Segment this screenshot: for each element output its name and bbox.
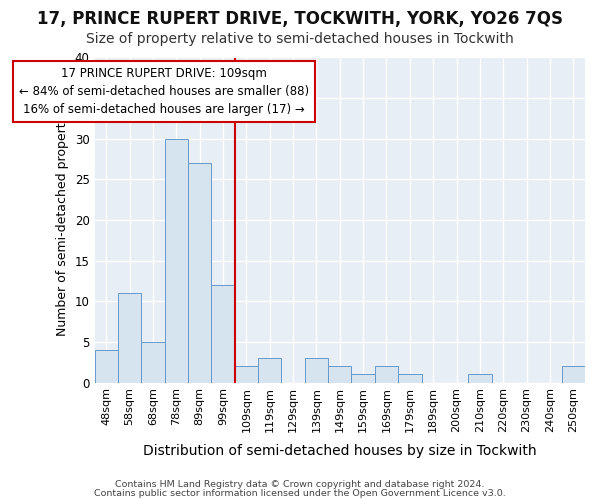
Bar [398, 374, 422, 382]
Bar [468, 374, 491, 382]
Bar [164, 139, 188, 382]
Bar [235, 366, 258, 382]
Text: 17 PRINCE RUPERT DRIVE: 109sqm
← 84% of semi-detached houses are smaller (88)
16: 17 PRINCE RUPERT DRIVE: 109sqm ← 84% of … [19, 68, 309, 116]
Bar [141, 342, 164, 382]
Bar [118, 293, 141, 382]
Bar [211, 285, 235, 382]
Bar [562, 366, 585, 382]
Bar [375, 366, 398, 382]
Bar [258, 358, 281, 382]
X-axis label: Distribution of semi-detached houses by size in Tockwith: Distribution of semi-detached houses by … [143, 444, 536, 458]
Bar [352, 374, 375, 382]
Bar [328, 366, 352, 382]
Bar [95, 350, 118, 382]
Bar [305, 358, 328, 382]
Text: Size of property relative to semi-detached houses in Tockwith: Size of property relative to semi-detach… [86, 32, 514, 46]
Bar [188, 163, 211, 382]
Text: Contains public sector information licensed under the Open Government Licence v3: Contains public sector information licen… [94, 489, 506, 498]
Text: 17, PRINCE RUPERT DRIVE, TOCKWITH, YORK, YO26 7QS: 17, PRINCE RUPERT DRIVE, TOCKWITH, YORK,… [37, 10, 563, 28]
Y-axis label: Number of semi-detached properties: Number of semi-detached properties [56, 104, 69, 336]
Text: Contains HM Land Registry data © Crown copyright and database right 2024.: Contains HM Land Registry data © Crown c… [115, 480, 485, 489]
